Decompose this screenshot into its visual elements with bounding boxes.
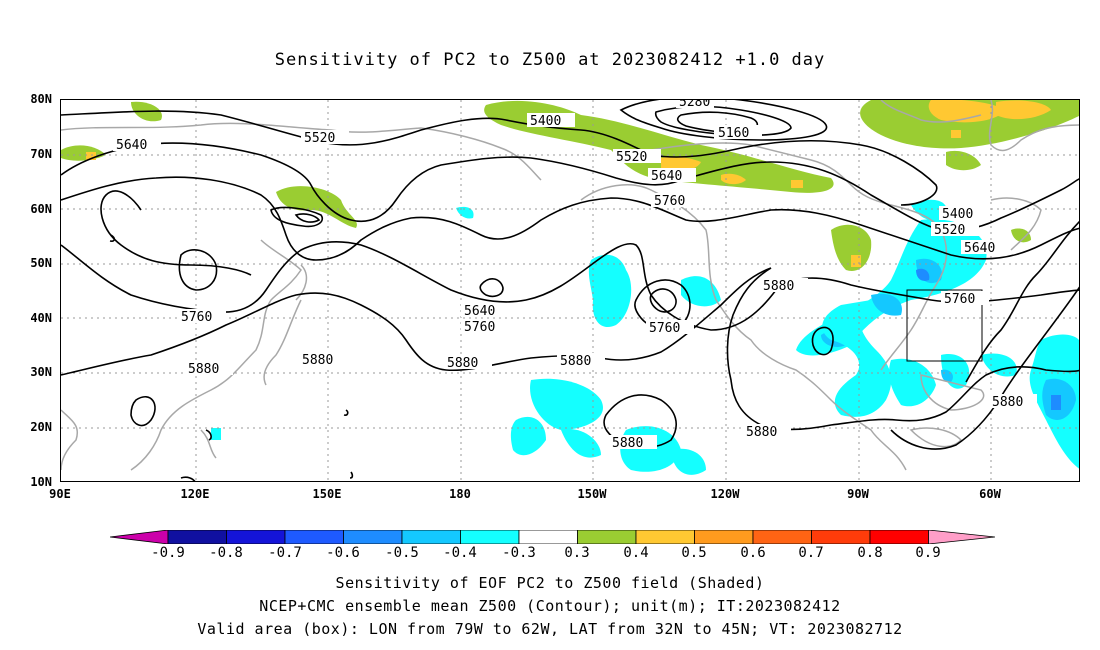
lat-label-40n: 40N — [30, 311, 52, 325]
colorbar-label: -0.6 — [326, 545, 360, 561]
lon-label-120w: 120W — [710, 487, 740, 501]
contour-label: 5400 — [530, 114, 561, 129]
contour-label: 5880 — [612, 436, 643, 451]
lon-label-90e: 90E — [49, 487, 71, 501]
colorbar-swatch — [518, 530, 578, 544]
lat-label-10n: 10N — [30, 475, 52, 489]
lat-label-80n: 80N — [30, 92, 52, 106]
contour-label: 5640 — [964, 241, 995, 256]
colorbar-label: 0.4 — [623, 545, 649, 561]
lon-label-60w: 60W — [979, 487, 1001, 501]
colorbar — [110, 530, 995, 544]
colorbar-label: 0.7 — [798, 545, 824, 561]
colorbar-swatch — [167, 530, 227, 544]
colorbar-label: -0.4 — [443, 545, 477, 561]
lat-label-30n: 30N — [30, 365, 52, 379]
map-panel: 5280 5160 5400 5520 5640 5760 5880 5640 … — [60, 99, 1080, 482]
colorbar-swatch — [284, 530, 344, 544]
valid-area-box — [906, 289, 983, 362]
contour-label: 5880 — [447, 356, 478, 371]
contour-label: 5280 — [679, 100, 710, 110]
map-svg: 5280 5160 5400 5520 5640 5760 5880 5640 … — [61, 100, 1079, 481]
contour-label: 5880 — [746, 425, 777, 440]
colorbar-swatch — [226, 530, 286, 544]
colorbar-label: -0.5 — [385, 545, 419, 561]
contour-label: 5880 — [302, 353, 333, 368]
contour-label: 5760 — [649, 321, 680, 336]
colorbar-swatch — [401, 530, 461, 544]
colorbar-label: -0.7 — [268, 545, 302, 561]
lon-label-120e: 120E — [180, 487, 210, 501]
colorbar-swatch — [694, 530, 754, 544]
lat-label-60n: 60N — [30, 202, 52, 216]
lat-label-50n: 50N — [30, 256, 52, 270]
contour-label: 5760 — [464, 320, 495, 335]
shading-negative — [211, 199, 1079, 475]
contour-label: 5520 — [934, 223, 965, 238]
colorbar-swatch — [110, 530, 169, 544]
contour-label: 5640 — [464, 304, 495, 319]
colorbar-label: -0.9 — [151, 545, 185, 561]
contour-labels: 5280 5160 5400 5520 5640 5760 5880 5640 … — [113, 100, 1037, 451]
colorbar-swatch — [928, 530, 995, 544]
colorbar-label: -0.8 — [209, 545, 243, 561]
colorbar-label: -0.3 — [502, 545, 536, 561]
caption-shading: Sensitivity of EOF PC2 to Z500 field (Sh… — [335, 574, 765, 592]
contour-label: 5640 — [651, 169, 682, 184]
caption-contour: NCEP+CMC ensemble mean Z500 (Contour); u… — [259, 597, 841, 615]
contour-label: 5880 — [560, 354, 591, 369]
colorbar-swatch — [752, 530, 812, 544]
lat-label-70n: 70N — [30, 147, 52, 161]
contour-label: 5760 — [944, 292, 975, 307]
colorbar-label: 0.3 — [564, 545, 590, 561]
contour-label: 5880 — [188, 362, 219, 377]
chart-title: Sensitivity of PC2 to Z500 at 2023082412… — [274, 50, 826, 70]
contour-label: 5760 — [654, 194, 685, 209]
contour-label: 5760 — [181, 310, 212, 325]
contour-label: 5640 — [116, 138, 147, 153]
contour-label: 5520 — [304, 131, 335, 146]
contour-label: 5880 — [992, 395, 1023, 410]
contour-label: 5520 — [616, 150, 647, 165]
colorbar-swatch — [343, 530, 403, 544]
contour-label: 5160 — [718, 126, 749, 141]
colorbar-swatch — [869, 530, 929, 544]
contour-label: 5880 — [763, 279, 794, 294]
colorbar-swatch — [577, 530, 637, 544]
contour-label: 5400 — [942, 207, 973, 222]
colorbar-swatch — [811, 530, 871, 544]
colorbar-label: 0.6 — [740, 545, 766, 561]
lon-label-180: 180 — [449, 487, 471, 501]
colorbar-label: 0.9 — [915, 545, 941, 561]
lon-label-150e: 150E — [312, 487, 342, 501]
colorbar-swatch — [460, 530, 520, 544]
colorbar-label: 0.5 — [681, 545, 707, 561]
z500-contours — [61, 100, 1079, 481]
lon-label-150w: 150W — [577, 487, 607, 501]
colorbar-label: 0.8 — [857, 545, 883, 561]
colorbar-swatch — [635, 530, 695, 544]
lat-label-20n: 20N — [30, 420, 52, 434]
lon-label-90w: 90W — [847, 487, 869, 501]
caption-valid-area: Valid area (box): LON from 79W to 62W, L… — [197, 620, 903, 638]
